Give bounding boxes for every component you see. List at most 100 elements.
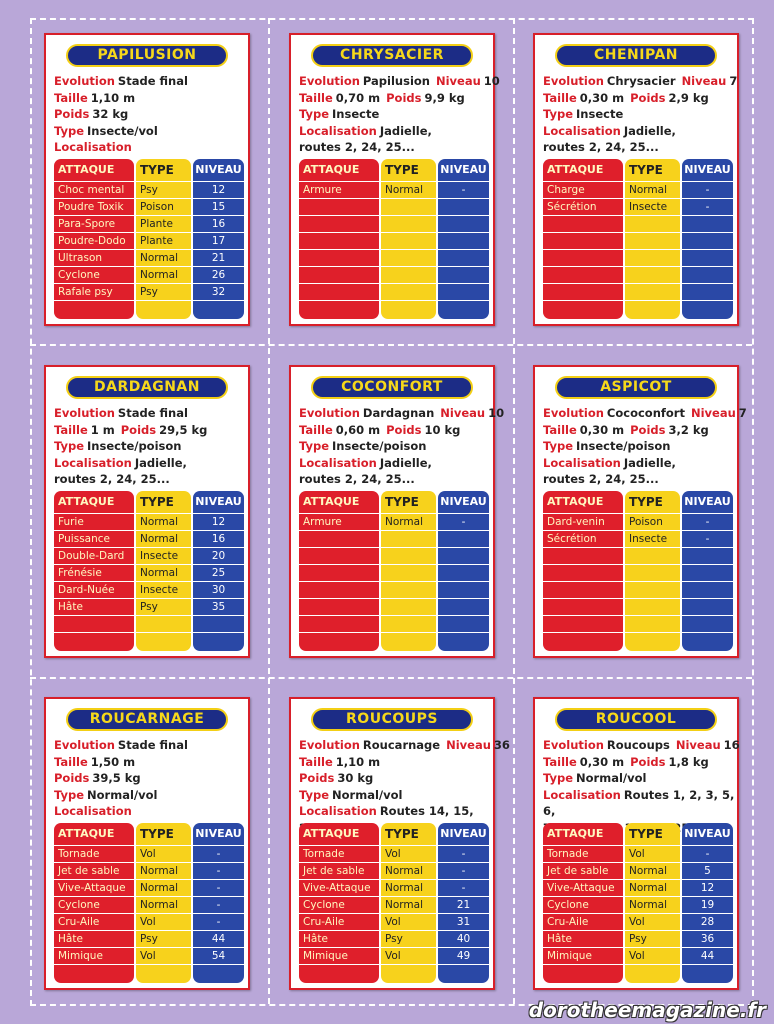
table-cell: Dard-Nuée xyxy=(54,581,134,598)
table-column: TYPE Normal Insecte xyxy=(625,159,680,319)
table-cell: Ultrason xyxy=(54,249,134,266)
card-title: CHENIPAN xyxy=(555,44,717,67)
table-cell: Normal xyxy=(136,862,191,879)
info-line: Localisation Jadielle, xyxy=(299,123,491,140)
table-column: ATTAQUE Furie Puissance Double-Dard Frénésie… xyxy=(54,491,134,651)
cut-line xyxy=(268,18,270,1004)
info-label: Taille xyxy=(299,422,333,437)
table-cell: 5 xyxy=(682,862,733,879)
table-cell: Tornade xyxy=(543,845,623,862)
info-value: 30 kg xyxy=(337,771,374,785)
table-cell xyxy=(381,266,436,283)
table-column: NIVEAU - - xyxy=(682,159,733,319)
table-cell: 12 xyxy=(682,879,733,896)
info-line: Type Insecte xyxy=(543,106,735,123)
table-cell: - xyxy=(682,198,733,215)
table-cell: 21 xyxy=(438,896,489,913)
info-label: Poids xyxy=(120,422,157,437)
info-value: 0,30 m xyxy=(579,422,625,437)
table-column: ATTAQUE Tornade Jet de sable Vive-Attaque Cy… xyxy=(543,823,623,983)
table-cell: Vol xyxy=(136,947,191,964)
table-cell xyxy=(438,215,489,232)
info-line: Evolution Roucoups Niveau 16 xyxy=(543,737,740,754)
table-cell: Vol xyxy=(381,947,436,964)
table-cell xyxy=(136,615,191,632)
table-column: NIVEAU - - xyxy=(682,491,733,651)
table-cell xyxy=(381,249,436,266)
info-line: Evolution Chrysacier Niveau 7 xyxy=(543,73,737,90)
info-label: Evolution xyxy=(543,738,604,752)
table-cell xyxy=(381,232,436,249)
table-cell: Plante xyxy=(136,232,191,249)
table-cell xyxy=(299,632,379,649)
table-cell: Cyclone xyxy=(299,896,379,913)
info-label: Localisation xyxy=(543,787,621,802)
table-cell xyxy=(381,215,436,232)
table-header: ATTAQUE xyxy=(303,495,360,508)
table-cell xyxy=(625,283,680,300)
table-cell: Insecte xyxy=(136,547,191,564)
table-cell: Cyclone xyxy=(543,896,623,913)
table-cell: 32 xyxy=(193,283,244,300)
info-value: 2,9 kg xyxy=(668,90,709,105)
info-line: Localisation Routes 1, 2, 3, 5, 6, xyxy=(543,787,735,820)
info-value: Jadielle, xyxy=(623,455,676,470)
table-cell: Double-Dard xyxy=(54,547,134,564)
info-value: Stade final xyxy=(117,406,188,420)
table-cell: Vive-Attaque xyxy=(54,879,134,896)
table-cell: Mimique xyxy=(543,947,623,964)
card-title: ROUCOUPS xyxy=(311,708,473,731)
info-label: Localisation xyxy=(54,804,132,818)
info-line: Taille 0,30 m Poids 2,9 kg xyxy=(543,90,735,107)
table-cell xyxy=(438,632,489,649)
table-cell xyxy=(54,615,134,632)
table-cell: Psy xyxy=(136,181,191,198)
table-cell xyxy=(299,964,379,981)
table-cell: Tornade xyxy=(299,845,379,862)
info-line: routes 2, 24, 25... xyxy=(299,471,491,488)
table-cell: 19 xyxy=(682,896,733,913)
table-cell xyxy=(543,547,623,564)
info-label: Poids xyxy=(386,90,422,105)
info-value: 39,5 kg xyxy=(92,771,141,785)
table-cell xyxy=(381,530,436,547)
table-column: ATTAQUE Charge Sécrétion xyxy=(543,159,623,319)
table-cell: Jet de sable xyxy=(299,862,379,879)
cut-border xyxy=(30,18,754,1006)
info-line: Evolution Dardagnan Niveau 10 xyxy=(299,405,504,422)
info-value: Dardagnan xyxy=(362,406,435,420)
table-cell: - xyxy=(193,896,244,913)
table-cell xyxy=(299,300,379,317)
table-cell xyxy=(381,198,436,215)
table-cell xyxy=(193,615,244,632)
info-line: Type Insecte/poison xyxy=(54,438,246,455)
card-title: COCONFORT xyxy=(311,376,473,399)
info-label: Taille xyxy=(54,90,88,105)
info-value: Roucarnage xyxy=(362,738,441,752)
table-cell: 36 xyxy=(682,930,733,947)
table-cell xyxy=(438,266,489,283)
table-cell: Normal xyxy=(381,879,436,896)
table-header: TYPE xyxy=(629,827,663,841)
table-cell xyxy=(682,249,733,266)
table-cell: Psy xyxy=(136,930,191,947)
info-value: Chrysacier xyxy=(606,74,676,88)
table-header: ATTAQUE xyxy=(547,163,604,176)
info-label: Poids xyxy=(630,422,666,437)
table-cell xyxy=(299,547,379,564)
info-value: Insecte/poison xyxy=(87,439,182,453)
info-value: 1,8 kg xyxy=(668,754,709,769)
table-cell xyxy=(299,266,379,283)
table-cell xyxy=(438,232,489,249)
table-cell: Mimique xyxy=(54,947,134,964)
table-column: TYPE Vol Normal Normal Normal Vol Psy Vol xyxy=(381,823,436,983)
table-cell: 54 xyxy=(193,947,244,964)
table-cell xyxy=(625,300,680,317)
table-header: NIVEAU xyxy=(684,827,731,840)
table-column: NIVEAU - xyxy=(438,491,489,651)
table-cell: Vol xyxy=(381,845,436,862)
table-cell xyxy=(625,581,680,598)
table-cell: Poudre-Dodo xyxy=(54,232,134,249)
info-label: Type xyxy=(543,771,574,785)
table-cell xyxy=(299,598,379,615)
